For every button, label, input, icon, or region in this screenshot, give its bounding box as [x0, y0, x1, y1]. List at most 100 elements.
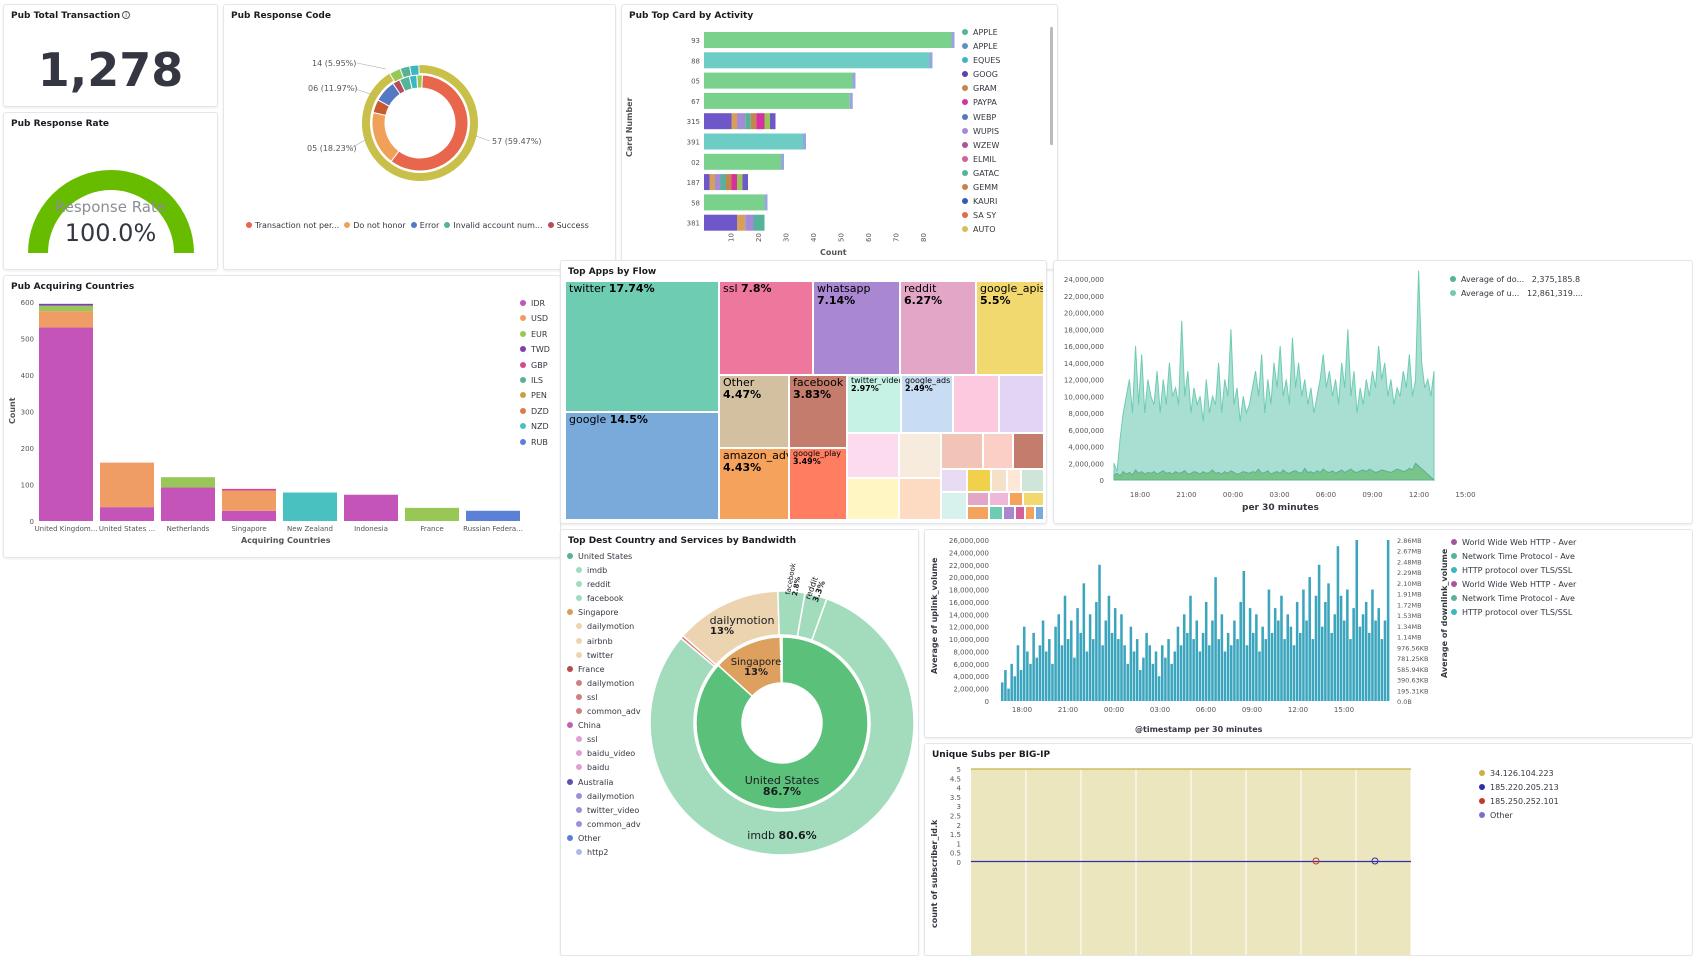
treemap-cell[interactable] [967, 492, 989, 506]
treemap-cell[interactable] [989, 506, 1003, 520]
legend-item[interactable]: 185.220.205.213 [1479, 783, 1559, 797]
bar-segment[interactable] [405, 507, 459, 521]
bar[interactable] [1211, 620, 1214, 702]
bar[interactable] [1289, 626, 1293, 701]
bar[interactable] [704, 153, 781, 170]
bar[interactable] [1317, 564, 1321, 701]
bar[interactable] [1013, 676, 1017, 701]
legend-item[interactable]: SA SY [962, 211, 1052, 225]
bar[interactable] [1346, 589, 1349, 701]
bar[interactable] [1164, 657, 1167, 701]
bar[interactable] [1066, 639, 1070, 701]
legend-item[interactable]: EQUES [962, 56, 1052, 70]
legend-item[interactable]: APPLE [962, 42, 1052, 56]
legend-item[interactable]: GATAC [962, 169, 1052, 183]
treemap-cell[interactable] [847, 433, 899, 478]
bar[interactable] [1324, 601, 1327, 701]
bar[interactable] [1386, 540, 1390, 701]
bar-segment[interactable] [100, 507, 154, 521]
donut-slice[interactable] [390, 74, 469, 172]
bar[interactable] [1336, 546, 1340, 701]
bar[interactable] [1261, 626, 1264, 701]
treemap-cell[interactable]: whatsapp 7.14% [813, 281, 900, 375]
legend-item[interactable]: Average of u... 12,861,319.... [1450, 289, 1583, 303]
bar[interactable] [1295, 601, 1299, 701]
bar-segment[interactable] [222, 490, 276, 511]
bar[interactable] [1248, 608, 1252, 701]
bar[interactable] [1358, 626, 1362, 701]
bar-segment[interactable] [720, 174, 727, 191]
bar-segment[interactable] [803, 133, 806, 150]
legend-item[interactable]: TWD [520, 345, 550, 360]
legend-item[interactable]: reddit [567, 580, 641, 594]
bar[interactable] [1173, 651, 1177, 701]
bar[interactable] [1101, 645, 1104, 701]
bar[interactable] [1076, 608, 1079, 701]
bar[interactable] [1270, 632, 1274, 701]
legend-item[interactable]: Success [547, 221, 589, 230]
bar[interactable] [1010, 663, 1013, 701]
legend-item[interactable]: dailymotion [567, 792, 641, 806]
bar[interactable] [1120, 614, 1123, 701]
bar[interactable] [1085, 651, 1089, 701]
bar[interactable] [1374, 620, 1377, 702]
bar[interactable] [1004, 670, 1007, 701]
data-point[interactable] [1371, 857, 1379, 865]
legend-item[interactable]: WEBP [962, 113, 1052, 127]
bar[interactable] [1267, 589, 1271, 701]
bar[interactable] [1057, 614, 1061, 701]
legend-item[interactable]: RUB [520, 438, 550, 453]
bar-segment[interactable] [764, 194, 768, 211]
bar[interactable] [1320, 626, 1324, 701]
legend-item[interactable]: Error [410, 221, 439, 230]
bar[interactable] [704, 194, 765, 211]
bar[interactable] [1280, 595, 1283, 701]
bar[interactable] [704, 133, 803, 150]
legend-item[interactable]: twitter_video [567, 806, 641, 820]
bar[interactable] [1073, 657, 1076, 701]
treemap-cell[interactable] [1015, 506, 1025, 520]
treemap-cell[interactable]: ssl 7.8% [719, 281, 813, 375]
bar-segment[interactable] [39, 327, 93, 521]
bar-segment[interactable] [929, 52, 933, 69]
treemap-cell[interactable]: google_play 3.49% [789, 448, 847, 520]
treemap-cell[interactable] [847, 478, 899, 520]
legend-item[interactable]: APPLE [962, 28, 1052, 42]
bar-segment[interactable] [764, 113, 771, 130]
legend-item[interactable]: DZD [520, 407, 550, 422]
bar[interactable] [1098, 564, 1101, 701]
bar[interactable] [1220, 614, 1224, 701]
treemap-cell[interactable] [941, 433, 983, 469]
legend-item[interactable]: twitter [567, 651, 641, 665]
bar[interactable] [1314, 595, 1318, 701]
legend-item[interactable]: GBP [520, 361, 550, 376]
legend-item[interactable]: China [567, 721, 641, 735]
bar-segment[interactable] [704, 113, 732, 130]
legend-item[interactable]: Average of do... 2,375,185.8 [1450, 275, 1583, 289]
bar[interactable] [1139, 670, 1142, 701]
bar[interactable] [1145, 632, 1148, 701]
bar[interactable] [1038, 645, 1042, 701]
bar[interactable] [1060, 645, 1064, 701]
bar[interactable] [1201, 632, 1205, 701]
treemap-cell[interactable] [1003, 506, 1015, 520]
legend-item[interactable]: PEN [520, 391, 550, 406]
bar[interactable] [1371, 589, 1374, 701]
bar[interactable] [1160, 645, 1164, 701]
bar[interactable] [1361, 614, 1365, 701]
bar[interactable] [1151, 663, 1155, 701]
legend-item[interactable]: baidu_video [567, 749, 641, 763]
legend-item[interactable]: Invalid account num... [444, 221, 543, 230]
donut-slice[interactable] [409, 64, 420, 77]
bar[interactable] [1242, 570, 1246, 701]
legend-item[interactable]: ELMIL [962, 155, 1052, 169]
bar-segment[interactable] [770, 113, 776, 130]
legend-item[interactable]: dailymotion [567, 622, 641, 636]
legend-item[interactable]: GRAM [962, 84, 1052, 98]
bar[interactable] [1029, 663, 1032, 701]
bar-segment[interactable] [709, 174, 716, 191]
bar-segment[interactable] [715, 174, 721, 191]
bar[interactable] [1349, 639, 1352, 701]
bar[interactable] [1082, 583, 1086, 701]
legend-item[interactable]: common_adv [567, 707, 641, 721]
